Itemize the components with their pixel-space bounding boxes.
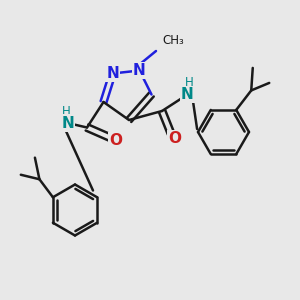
Text: O: O xyxy=(109,134,122,148)
Text: N: N xyxy=(61,116,74,130)
Text: O: O xyxy=(168,131,181,146)
Text: CH₃: CH₃ xyxy=(163,34,184,47)
Text: H: H xyxy=(184,76,194,89)
Text: N: N xyxy=(133,63,146,78)
Text: N: N xyxy=(106,66,119,81)
Text: H: H xyxy=(61,105,70,118)
Text: N: N xyxy=(181,87,194,102)
